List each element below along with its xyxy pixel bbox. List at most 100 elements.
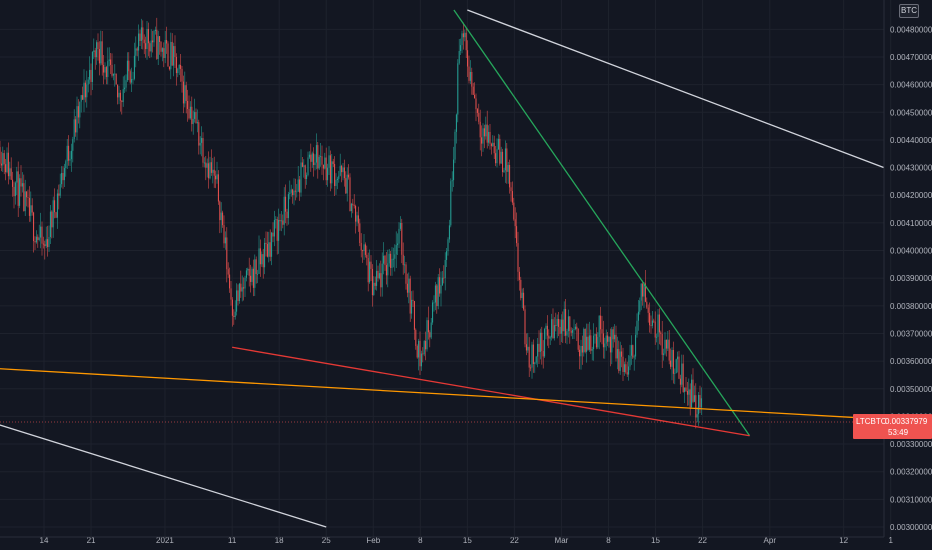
candle-body [454, 131, 456, 160]
candle-body [609, 336, 611, 353]
candle-body [258, 248, 260, 274]
candle-body [566, 331, 568, 336]
candle-body [574, 326, 576, 330]
candle-body [612, 329, 614, 340]
candle-body [552, 319, 554, 339]
candle-body [173, 46, 175, 66]
candle-body [341, 165, 343, 173]
candle-body [446, 251, 448, 260]
x-tick-label: 14 [40, 536, 49, 545]
candle-body [203, 162, 205, 164]
candle-body [10, 168, 12, 180]
candle-body [502, 151, 504, 173]
candle-body [357, 215, 359, 224]
candle-body [307, 157, 309, 175]
candle-body [167, 43, 169, 67]
candle-body [635, 334, 637, 357]
trendline-red[interactable] [232, 346, 750, 437]
candle-body [111, 64, 113, 76]
candle-body [195, 112, 197, 124]
candle-body [672, 349, 674, 374]
candle-body [692, 379, 694, 402]
candle-body [87, 79, 89, 85]
trendline-green[interactable] [453, 9, 751, 437]
trendlines[interactable] [0, 9, 885, 528]
candle-body [48, 236, 50, 248]
candle-body [251, 268, 253, 282]
candle-body [404, 264, 406, 266]
candle-body [544, 329, 546, 357]
candle-body [476, 109, 478, 113]
candle-body [485, 124, 487, 137]
candle-body [653, 320, 655, 322]
candle-body [695, 395, 697, 418]
candle-body [322, 164, 324, 169]
candle-body [212, 169, 214, 173]
candle-body [184, 85, 186, 104]
candle-body [30, 205, 32, 216]
candle-body [191, 106, 193, 125]
candle-body [62, 173, 64, 181]
candle-body [441, 277, 443, 286]
candle-body [97, 42, 99, 50]
candle-body [139, 33, 141, 41]
candle-body [398, 228, 400, 244]
candle-body [280, 220, 282, 222]
candle-body [34, 241, 36, 243]
trendline-white[interactable] [467, 9, 885, 169]
candle-body [7, 152, 9, 177]
candle-body [121, 100, 123, 103]
candle-body [489, 131, 491, 144]
candle-body [562, 319, 564, 332]
candle-body [510, 187, 512, 192]
candle-body [667, 339, 669, 349]
candle-body [124, 87, 126, 90]
x-tick-label: Mar [555, 536, 569, 545]
candle-body [460, 45, 462, 52]
candle-body [96, 42, 98, 58]
candle-body [112, 73, 114, 76]
candle-body [450, 181, 452, 226]
currency-badge[interactable]: BTC [899, 4, 919, 18]
candle-body [490, 143, 492, 147]
candle-body [630, 345, 632, 356]
trendline-white[interactable] [0, 414, 327, 528]
candle-body [602, 333, 604, 348]
candle-body [223, 225, 225, 244]
candle-body [350, 203, 352, 212]
candle-body [390, 253, 392, 268]
candle-body [188, 108, 190, 119]
candle-body [377, 270, 379, 279]
x-tick-label: 18 [275, 536, 284, 545]
candle-body [301, 162, 303, 167]
candle-body [569, 316, 571, 331]
candle-body [83, 82, 85, 100]
candle-body [241, 287, 243, 292]
x-tick-label: 8 [606, 536, 611, 545]
candle-body [222, 212, 224, 226]
y-tick-label: 0.00410000 [890, 219, 932, 228]
candle-body [685, 387, 687, 391]
candle-body [387, 263, 389, 276]
candle-body [565, 308, 567, 336]
candle-body [105, 67, 107, 77]
candle-body [422, 353, 424, 355]
trendline-orange[interactable] [0, 367, 885, 420]
candle-body [49, 211, 51, 237]
candle-body [65, 161, 67, 169]
candle-body [493, 142, 495, 154]
candle-body [282, 220, 284, 225]
candle-body [259, 248, 261, 265]
candle-body [584, 328, 586, 352]
candle-body [580, 345, 582, 357]
candle-body [559, 326, 561, 334]
candle-body [247, 268, 249, 271]
candle-body [175, 56, 177, 74]
candle-body [154, 29, 156, 31]
candle-body [481, 137, 483, 144]
candle-body [642, 283, 644, 297]
candle-body [110, 59, 112, 65]
candle-body [462, 33, 464, 38]
